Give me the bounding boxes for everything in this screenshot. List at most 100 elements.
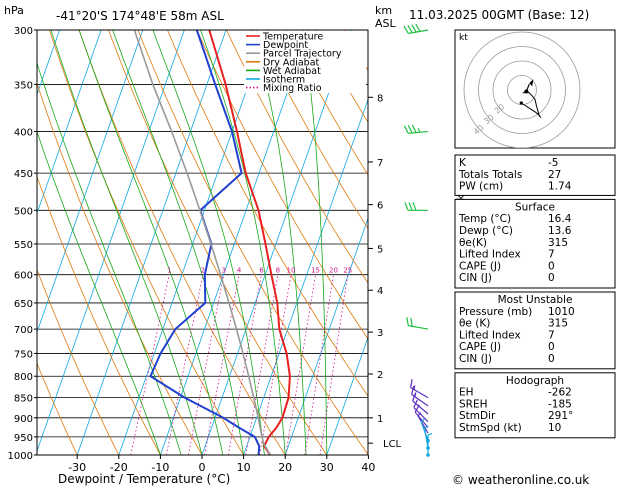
index-label: Lifted Index xyxy=(459,249,521,261)
mixing-ratio-line-25 xyxy=(319,274,349,455)
x-tick-label: -30 xyxy=(68,461,86,474)
most_unstable-title: Most Unstable xyxy=(498,294,573,306)
temperature-line xyxy=(208,30,291,455)
isotherm--10 xyxy=(160,30,310,455)
most_unstable-box xyxy=(454,291,616,370)
surface-title: Surface xyxy=(515,201,555,213)
index-label: PW (cm) xyxy=(459,181,503,193)
barb-flag xyxy=(412,202,417,211)
isotherm--40 xyxy=(37,30,185,453)
index-value: 27 xyxy=(548,169,561,181)
parcel-line xyxy=(133,30,271,455)
height-tick-label: 4 xyxy=(377,286,383,297)
barb-flag xyxy=(415,23,421,32)
hodograph-frame xyxy=(454,29,616,149)
dry-adiabat-10 xyxy=(49,30,244,455)
mixing-ratio-label: 8 xyxy=(276,267,280,275)
pressure-unit-label: hPa xyxy=(4,4,24,17)
dry-adiabat--20 xyxy=(37,268,120,455)
wet-adiabat--10 xyxy=(37,130,161,455)
index-value: -185 xyxy=(548,398,572,410)
isotherm-20 xyxy=(284,217,368,455)
barb-flag xyxy=(412,392,417,402)
barb-flag xyxy=(408,202,413,211)
isotherm--50 xyxy=(37,30,144,334)
barb-flag xyxy=(411,385,415,395)
skewt-background-lines xyxy=(37,30,368,455)
index-value: 0 xyxy=(548,341,555,353)
hodograph-box xyxy=(454,372,616,439)
pressure-tick-label: 400 xyxy=(14,128,33,139)
index-value: 7 xyxy=(548,329,555,341)
location-label: -41°20'S 174°48'E 58m ASL xyxy=(56,9,224,23)
hodograph-ring xyxy=(463,31,581,148)
height-tick-label: 1 xyxy=(377,414,383,425)
mixing-ratio-line-6 xyxy=(227,274,262,455)
barb-staff xyxy=(408,29,429,35)
barb-flag xyxy=(414,404,420,413)
wind-barb xyxy=(414,404,429,428)
index-label: Dewp (°C) xyxy=(459,225,513,237)
barb-half-flag xyxy=(417,412,422,417)
index-value: 10 xyxy=(548,422,561,434)
wind-barb xyxy=(417,412,429,434)
mixing-ratio-label: 6 xyxy=(259,267,264,275)
pressure-tick-label: 1000 xyxy=(8,451,33,462)
pressure-tick-label: 450 xyxy=(14,169,33,180)
index-value: 0 xyxy=(548,272,555,284)
dry-adiabat-90 xyxy=(285,30,368,176)
index-value: 0 xyxy=(548,353,555,365)
datetime-label: 11.03.2025 00GMT (Base: 12) xyxy=(409,8,589,22)
isotherm--30 xyxy=(76,30,227,455)
wind-barb xyxy=(403,124,429,134)
dry-adiabat-70 xyxy=(226,30,368,284)
wet-adiabat-5 xyxy=(78,30,224,455)
hodograph-unit-label: kt xyxy=(459,33,468,43)
mixing-ratio-label: 25 xyxy=(343,267,352,275)
mixing-ratio-line-3 xyxy=(187,274,225,455)
x-tick-label: 30 xyxy=(320,461,334,474)
x-tick-label: 0 xyxy=(199,461,206,474)
index-label: θe (K) xyxy=(459,318,490,330)
surface-box xyxy=(454,198,616,289)
index-value: 7 xyxy=(548,249,555,261)
wet-adiabat-15 xyxy=(152,30,265,455)
dry-adiabat--10 xyxy=(37,175,161,455)
x-tick-label: -10 xyxy=(151,461,169,474)
wind-barb xyxy=(410,379,429,399)
wet-adiabat-30 xyxy=(302,30,328,455)
index-label: StmDir xyxy=(459,410,496,422)
height-tick-label: 2 xyxy=(377,370,383,381)
index-label: K xyxy=(459,157,467,169)
dry-adiabat-20 xyxy=(78,30,286,455)
isotherm--60 xyxy=(37,30,102,215)
index-label: CIN (J) xyxy=(459,272,492,284)
wet-adiabat-10 xyxy=(112,30,244,455)
height-tick-label: 3 xyxy=(377,328,383,339)
x-tick-label: 10 xyxy=(237,461,251,474)
hodograph-arrow xyxy=(525,83,530,92)
pressure-tick-label: 600 xyxy=(14,271,33,282)
mixing-ratio-label: 1 xyxy=(167,267,171,275)
barb-half-flag xyxy=(417,128,421,133)
skewt-profiles xyxy=(133,30,291,455)
barb-half-flag xyxy=(413,385,416,390)
x-tick-label: 20 xyxy=(278,461,292,474)
basic-indices-box xyxy=(454,154,616,196)
hodograph-ring xyxy=(492,60,552,120)
index-value: -5 xyxy=(548,157,558,169)
index-label: Totals Totals xyxy=(458,169,522,181)
index-label: EH xyxy=(459,387,474,399)
index-value: 16.4 xyxy=(548,213,572,225)
barb-flag xyxy=(407,25,413,34)
mixing-ratio-label: 10 xyxy=(287,267,296,275)
barb-flag xyxy=(406,317,409,326)
barb-flag xyxy=(411,24,417,33)
barb-flag xyxy=(411,124,417,133)
dewpoint-line xyxy=(149,30,261,455)
hodograph-end-marker xyxy=(519,101,523,105)
index-label: CIN (J) xyxy=(459,353,492,365)
pressure-tick-label: 550 xyxy=(14,240,33,251)
